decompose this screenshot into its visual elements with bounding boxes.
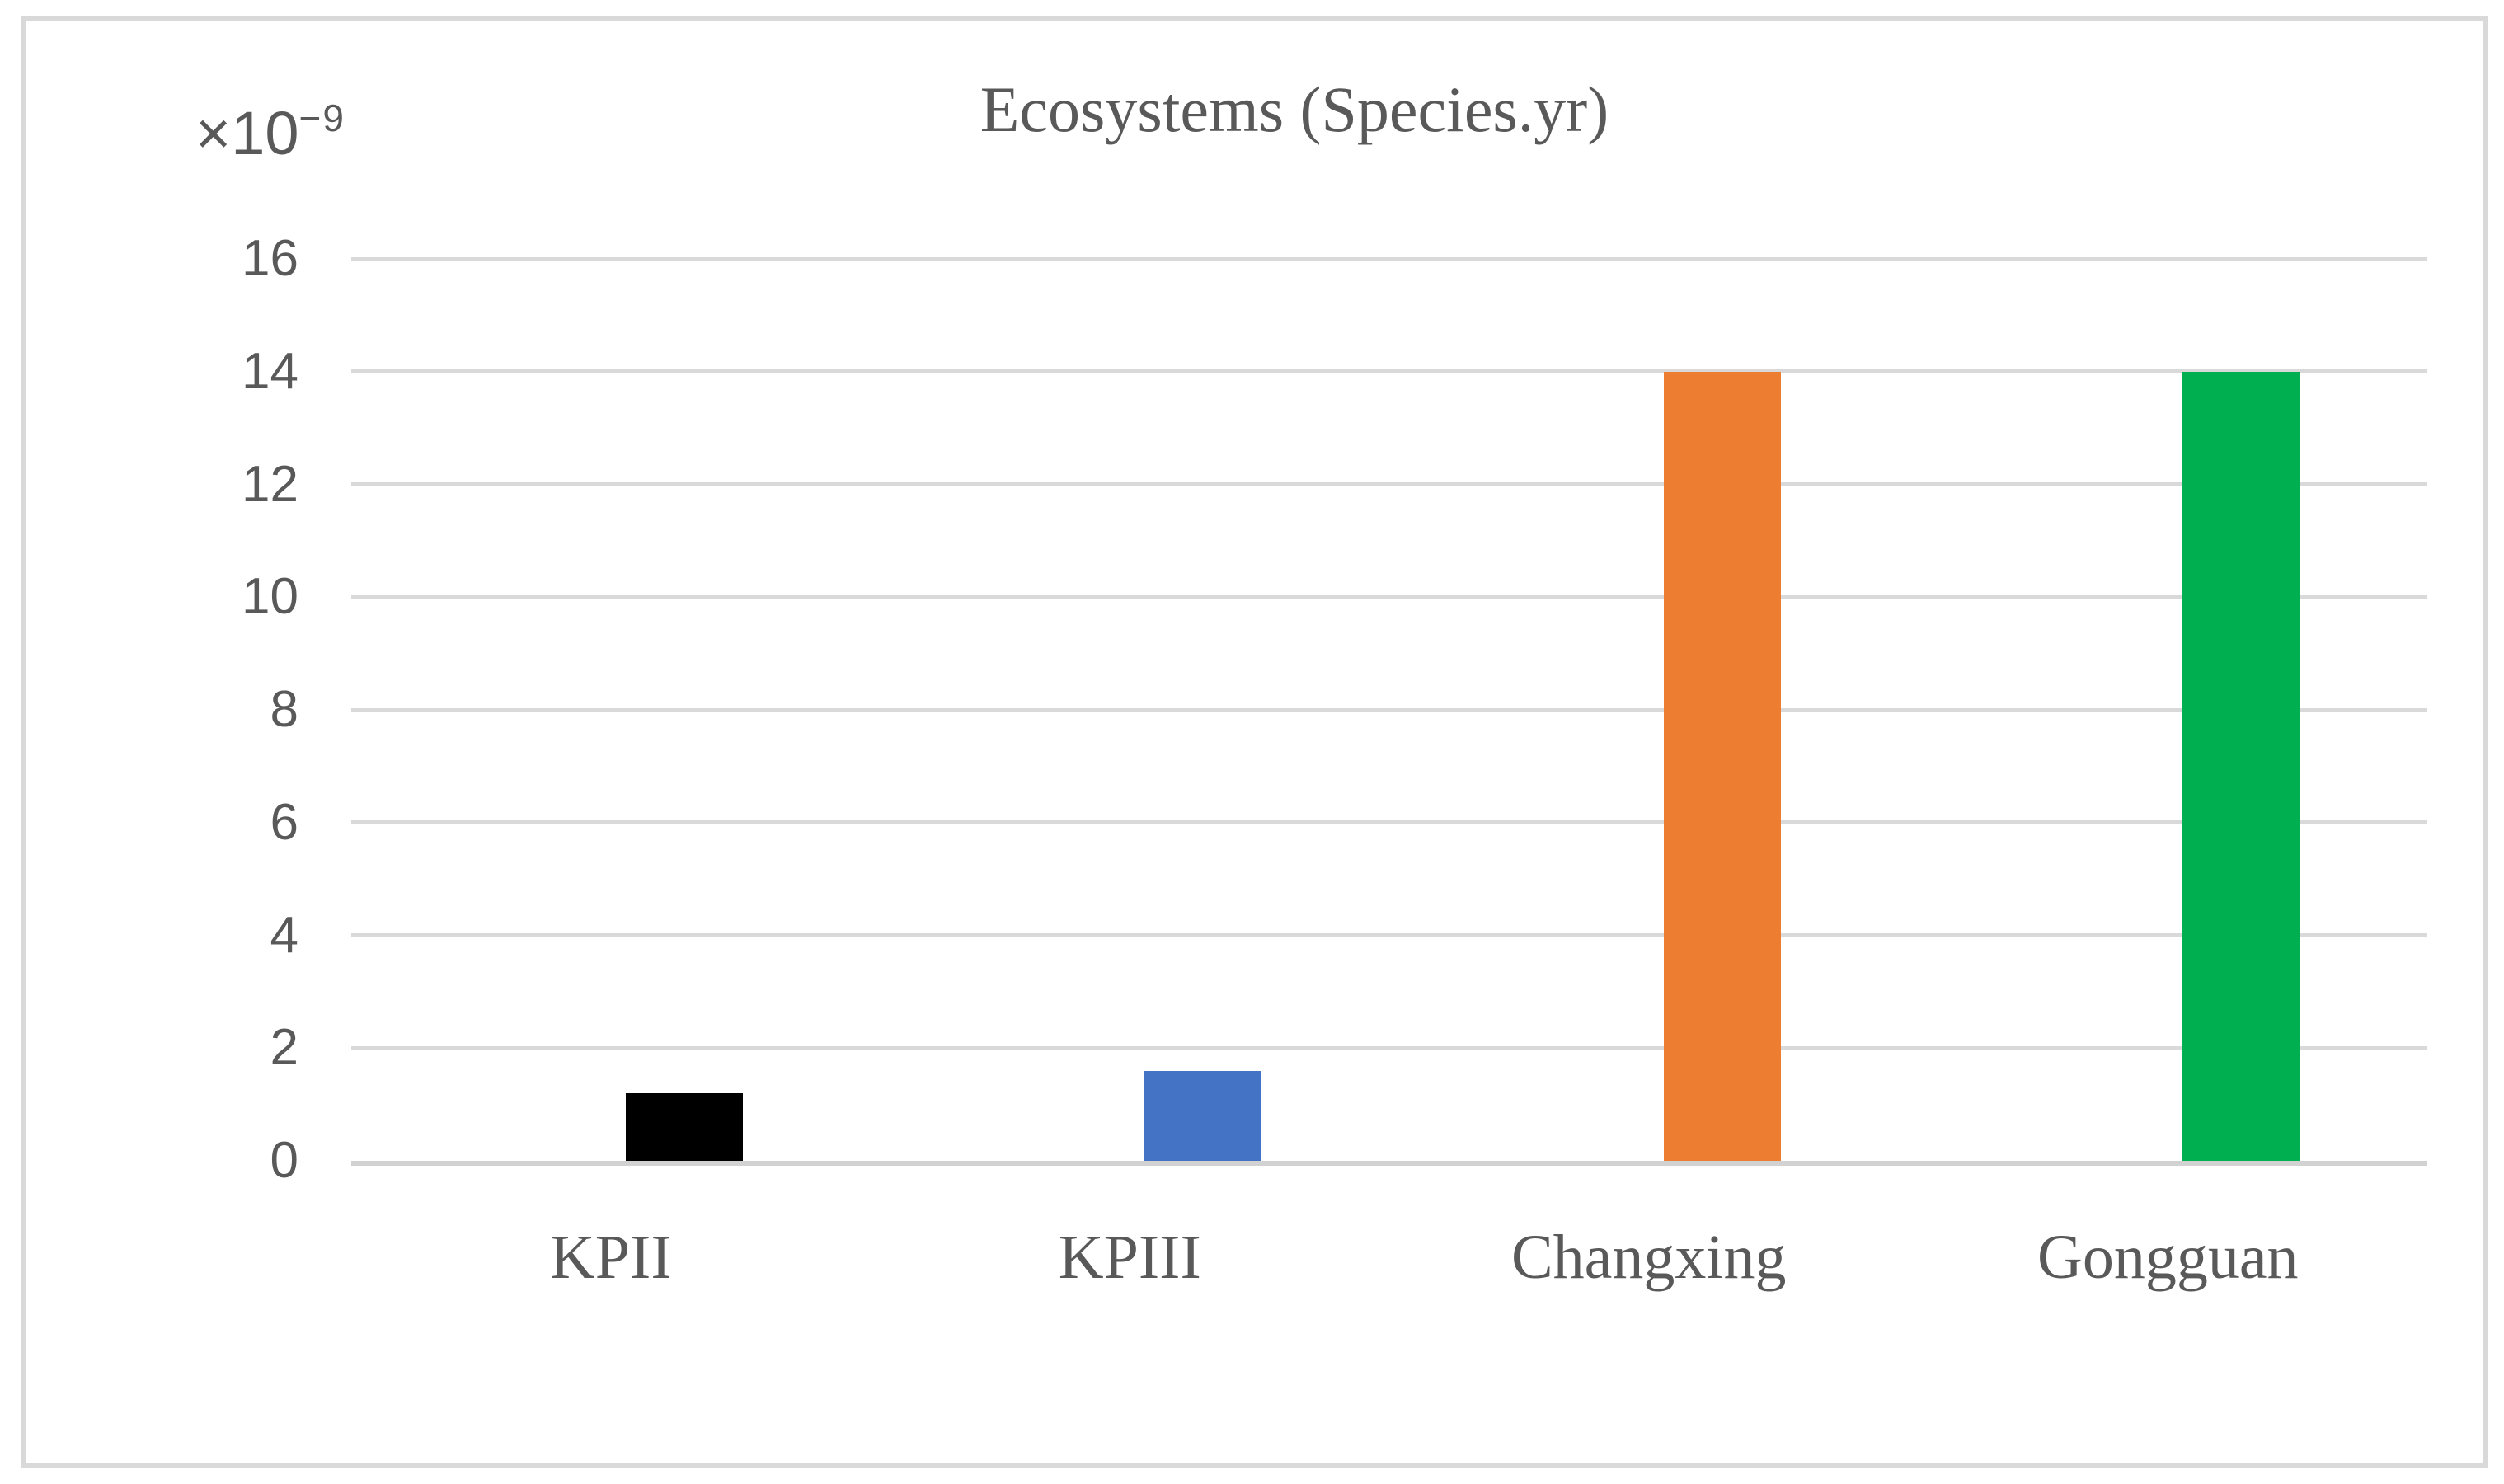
bar-gongguan xyxy=(2182,371,2300,1161)
y-axis-tick-label: 0 xyxy=(270,1132,298,1189)
bar-kpii xyxy=(625,1092,743,1161)
gridline-y-12 xyxy=(351,482,2427,486)
gridline-y-14 xyxy=(351,369,2427,374)
bar-changxing xyxy=(1663,371,1781,1161)
gridline-y-6 xyxy=(351,820,2427,825)
y-axis-tick-label: 6 xyxy=(270,793,298,851)
gridline-y-10 xyxy=(351,594,2427,599)
gridline-y-16 xyxy=(351,256,2427,261)
x-axis-category-label: Gongguan xyxy=(2037,1223,2299,1292)
bar-kpiii xyxy=(1144,1070,1262,1161)
y-axis-tick-label: 10 xyxy=(242,568,298,626)
x-axis-category-label: Changxing xyxy=(1510,1223,1787,1292)
y-axis-tick-label: 4 xyxy=(270,906,298,964)
y-axis-tick-label: 2 xyxy=(270,1019,298,1077)
x-axis-line xyxy=(351,1161,2427,1166)
unit-base-text: ×10 xyxy=(195,99,299,167)
y-axis-tick-label: 14 xyxy=(242,342,298,400)
y-axis-display-unit-label: ×10−9 xyxy=(195,96,345,168)
x-axis-category-label: KPIII xyxy=(1058,1223,1201,1292)
x-axis-category-label: KPII xyxy=(549,1223,672,1292)
chart-title: Ecosystems (Species.yr) xyxy=(980,73,1609,145)
unit-exponent-text: −9 xyxy=(298,96,345,139)
gridline-y-8 xyxy=(351,707,2427,712)
gridline-y-2 xyxy=(351,1045,2427,1050)
y-axis-tick-label: 12 xyxy=(242,455,298,513)
gridline-y-4 xyxy=(351,933,2427,937)
y-axis-tick-label: 8 xyxy=(270,681,298,738)
y-axis-tick-label: 16 xyxy=(242,230,298,287)
